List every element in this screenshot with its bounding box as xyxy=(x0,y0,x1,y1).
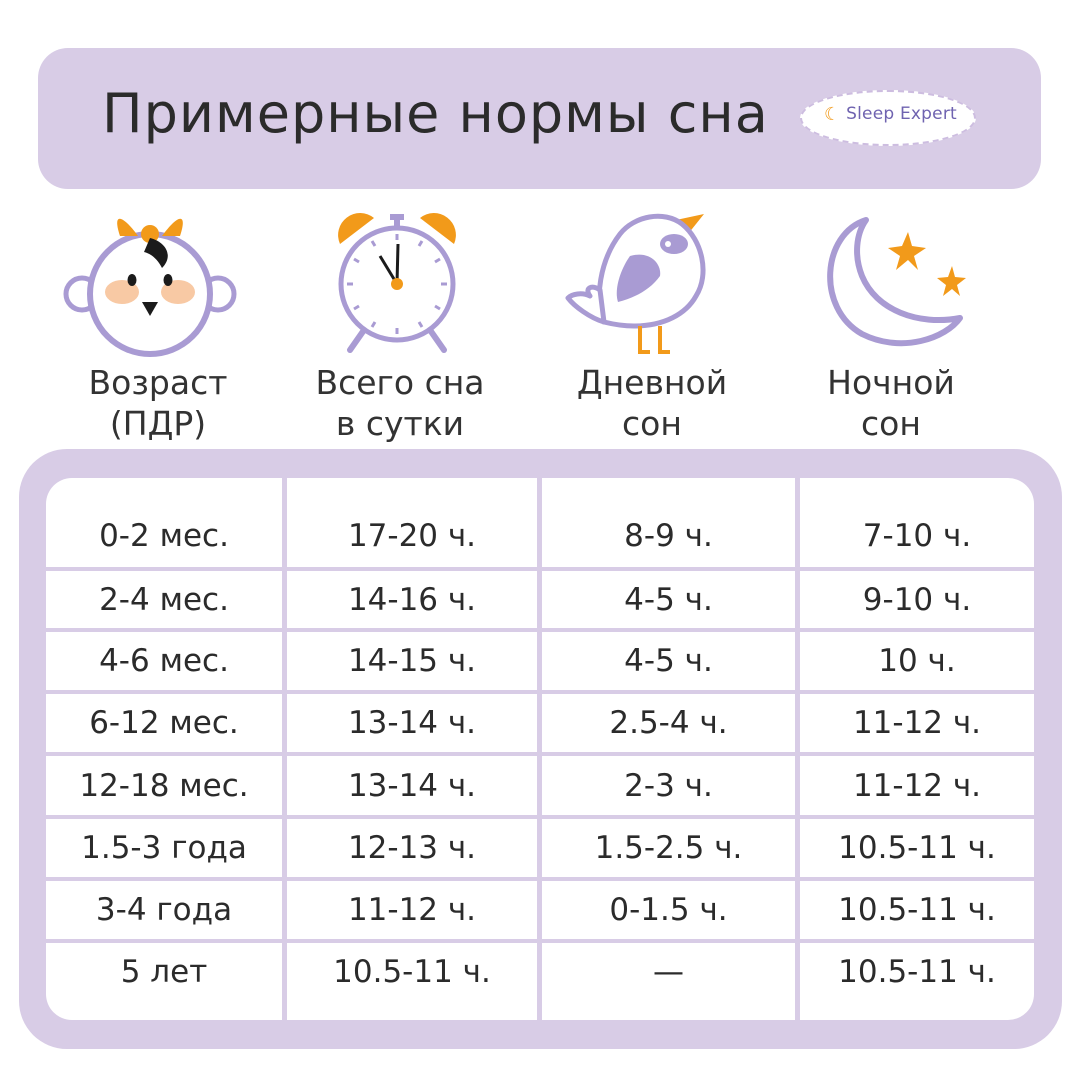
cell-total: 10.5-11 ч. xyxy=(333,954,491,990)
table-row: 0-2 мес. 17-20 ч. 8-9 ч. 7-10 ч. xyxy=(46,506,1034,566)
cell-day: 4-5 ч. xyxy=(624,643,713,679)
cell-night: 10.5-11 ч. xyxy=(838,830,996,866)
column-divider xyxy=(282,478,287,1020)
table-row: 6-12 мес. 13-14 ч. 2.5-4 ч. 11-12 ч. xyxy=(46,694,1034,752)
cell-night: 11-12 ч. xyxy=(852,767,982,804)
page-title: Примерные нормы сна xyxy=(102,82,769,145)
cell-age: 5 лет xyxy=(120,954,208,990)
table-row: 3-4 года 11-12 ч. 0-1.5 ч. 10.5-11 ч. xyxy=(46,881,1034,939)
row-divider xyxy=(46,877,1034,881)
column-header-day: Дневной сон xyxy=(576,363,728,443)
cell-age: 6-12 мес. xyxy=(89,705,239,741)
cell-total: 17-20 ч. xyxy=(347,518,477,554)
cell-age: 3-4 года xyxy=(95,892,233,928)
table-row: 12-18 мес. 13-14 ч. 2-3 ч. 11-12 ч. xyxy=(46,756,1034,815)
row-divider xyxy=(46,690,1034,694)
logo-badge xyxy=(800,90,976,146)
cell-total: 12-13 ч. xyxy=(347,830,477,866)
cell-day: 2-3 ч. xyxy=(624,767,713,804)
row-divider xyxy=(46,815,1034,819)
table-row: 5 лет 10.5-11 ч. — 10.5-11 ч. xyxy=(46,943,1034,1001)
cell-age: 2-4 мес. xyxy=(99,581,229,618)
cell-day: 4-5 ч. xyxy=(624,581,713,618)
cell-night: 11-12 ч. xyxy=(852,705,982,741)
crescent-moon-icon: ☾ xyxy=(824,104,841,124)
column-header-night: Ночной сон xyxy=(827,363,955,443)
cell-day: — xyxy=(653,954,684,990)
table-row: 2-4 мес. 14-16 ч. 4-5 ч. 9-10 ч. xyxy=(46,571,1034,628)
cell-day: 8-9 ч. xyxy=(624,518,713,554)
cell-night: 10 ч. xyxy=(878,643,956,679)
logo-text: Sleep Expert xyxy=(846,104,957,124)
cell-night: 9-10 ч. xyxy=(862,581,972,618)
row-divider xyxy=(46,567,1034,571)
cell-total: 14-15 ч. xyxy=(347,643,477,679)
alarm-clock-icon xyxy=(338,213,456,353)
cell-day: 0-1.5 ч. xyxy=(609,892,728,928)
cell-total: 11-12 ч. xyxy=(347,892,477,928)
cell-total: 14-16 ч. xyxy=(347,581,477,618)
cell-night: 7-10 ч. xyxy=(862,518,972,554)
cell-day: 1.5-2.5 ч. xyxy=(594,830,743,866)
cell-age: 0-2 мес. xyxy=(99,518,229,554)
table-row: 4-6 мес. 14-15 ч. 4-5 ч. 10 ч. xyxy=(46,632,1034,690)
column-header-total: Всего сна в сутки xyxy=(315,363,485,443)
cell-total: 13-14 ч. xyxy=(347,767,477,804)
bird-icon xyxy=(565,213,706,354)
column-divider xyxy=(537,478,542,1020)
sleep-expert-logo: ☾ Sleep Expert xyxy=(800,90,976,146)
baby-face-icon xyxy=(63,218,237,357)
row-divider xyxy=(46,628,1034,632)
cell-total: 13-14 ч. xyxy=(347,705,477,741)
cell-night: 10.5-11 ч. xyxy=(838,954,996,990)
sleep-norms-table: 0-2 мес. 17-20 ч. 8-9 ч. 7-10 ч. 2-4 мес… xyxy=(46,478,1034,1020)
table-row: 1.5-3 года 12-13 ч. 1.5-2.5 ч. 10.5-11 ч… xyxy=(46,819,1034,877)
moon-stars-icon xyxy=(827,217,966,347)
cell-age: 4-6 мес. xyxy=(99,643,229,679)
cell-night: 10.5-11 ч. xyxy=(838,892,996,928)
column-divider xyxy=(795,478,800,1020)
row-divider xyxy=(46,752,1034,756)
column-header-age: Возраст (ПДР) xyxy=(88,363,228,443)
cell-age: 1.5-3 года xyxy=(81,830,247,866)
cell-day: 2.5-4 ч. xyxy=(609,705,728,741)
cell-age: 12-18 мес. xyxy=(79,767,249,804)
row-divider xyxy=(46,939,1034,943)
